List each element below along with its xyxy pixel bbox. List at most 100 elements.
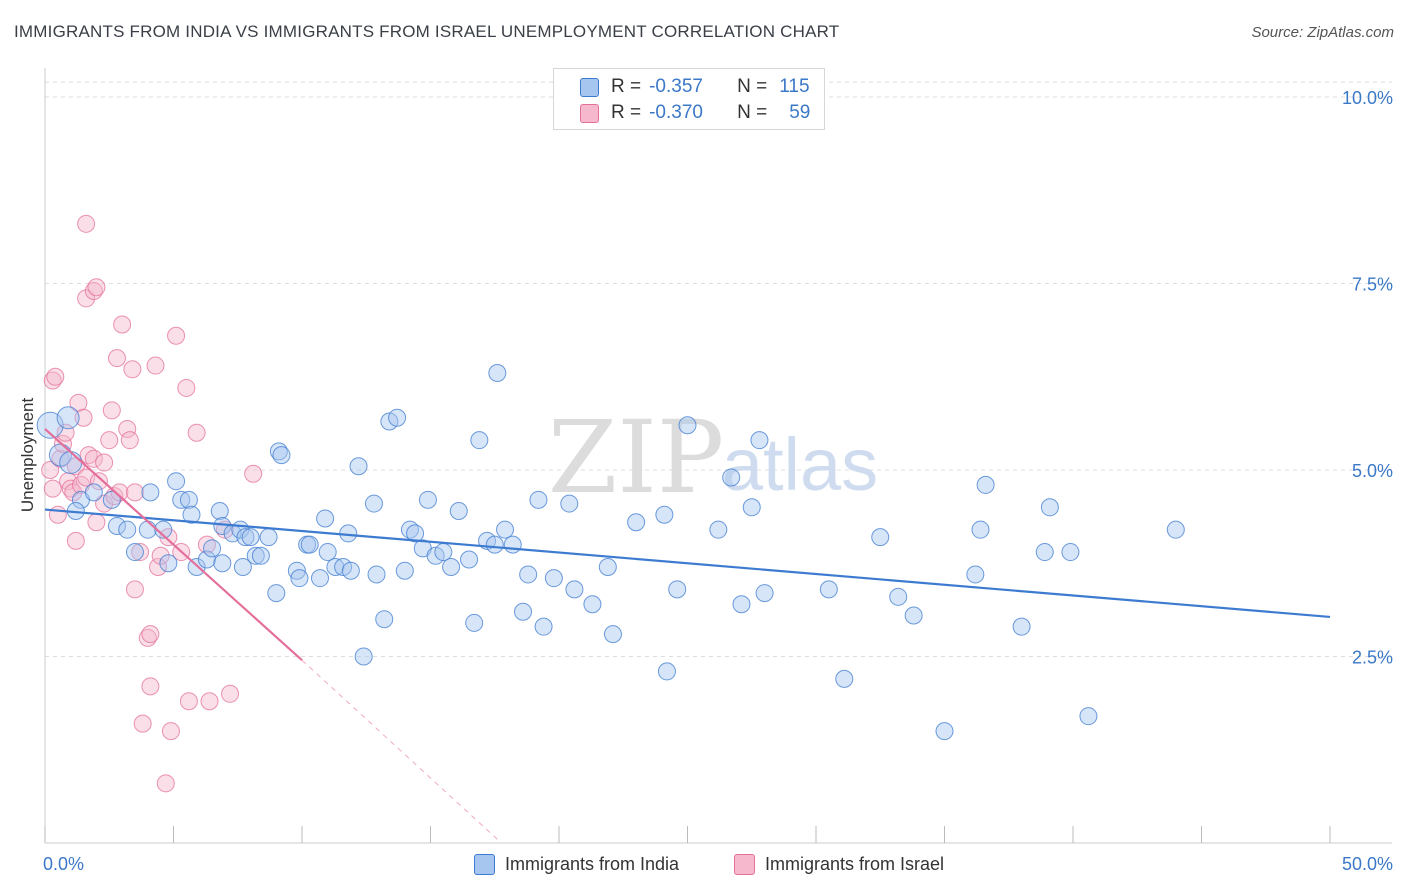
- india-point: [678, 416, 697, 435]
- india-point: [179, 490, 198, 509]
- legend-r-value: -0.370: [649, 102, 703, 123]
- israel-point: [244, 464, 263, 483]
- india-point: [1061, 543, 1080, 562]
- india-point: [349, 457, 368, 476]
- india-point: [460, 550, 479, 569]
- india-point: [125, 543, 144, 562]
- india-point: [1035, 543, 1054, 562]
- india-point: [118, 520, 137, 539]
- india-point: [442, 557, 461, 576]
- india-point: [627, 513, 646, 532]
- israel-point: [110, 483, 129, 502]
- india-point: [310, 569, 329, 588]
- india-point: [1079, 707, 1098, 726]
- india-point: [449, 502, 468, 521]
- legend-n-value: 115: [779, 76, 810, 97]
- israel-point: [43, 479, 62, 498]
- israel-point: [120, 431, 139, 450]
- watermark-zip: ZIP: [548, 399, 724, 516]
- india-point: [233, 557, 252, 576]
- india-point: [203, 539, 222, 558]
- israel-point: [146, 356, 165, 375]
- india-point: [341, 561, 360, 580]
- india-point: [318, 543, 337, 562]
- india-point: [182, 505, 201, 524]
- legend-n-label: N =: [737, 76, 768, 97]
- israel-point: [87, 513, 106, 532]
- israel-point: [133, 714, 152, 733]
- israel-point: [179, 692, 198, 711]
- y-axis-label: Unemployment: [18, 397, 37, 513]
- israel-point: [102, 401, 121, 420]
- india-point: [138, 520, 157, 539]
- x-tick-label: 50.0%: [1342, 854, 1393, 874]
- india-point: [598, 557, 617, 576]
- india-point: [976, 475, 995, 494]
- watermark-atlas: atlas: [722, 423, 878, 506]
- india-point: [287, 561, 306, 580]
- israel-point: [123, 360, 142, 379]
- axes: [44, 68, 1392, 844]
- y-tick-label: 5.0%: [1352, 461, 1393, 481]
- india-point: [59, 451, 83, 475]
- source-label: Source: ZipAtlas.com: [1251, 24, 1394, 41]
- bottom-legend-swatch-india: [474, 853, 495, 875]
- india-point: [529, 490, 548, 509]
- israel-point: [46, 367, 65, 386]
- india-point: [434, 543, 453, 562]
- watermark: ZIP atlas: [548, 399, 878, 516]
- israel-point: [41, 461, 60, 479]
- india-point: [603, 625, 622, 644]
- india-point: [904, 606, 923, 625]
- legend-n-label: N =: [737, 102, 768, 123]
- india-point: [84, 483, 103, 502]
- india-point: [655, 505, 674, 524]
- india-point: [364, 494, 383, 513]
- israel-point: [125, 580, 144, 599]
- israel-point: [200, 692, 219, 711]
- india-point: [259, 528, 278, 547]
- israel-point: [64, 483, 83, 502]
- india-point: [418, 490, 437, 509]
- india-point: [354, 647, 373, 666]
- bottom-legend-label-israel: Immigrants from Israel: [765, 853, 945, 874]
- israel-point: [141, 625, 160, 644]
- chart-title: IMMIGRANTS FROM INDIA VS IMMIGRANTS FROM…: [14, 22, 840, 41]
- india-point: [470, 431, 489, 450]
- bottom-legend-india: Immigrants from India: [474, 851, 679, 877]
- x-tick-label: 0.0%: [43, 854, 84, 874]
- india-point: [488, 364, 507, 383]
- india-point: [210, 502, 229, 521]
- israel-point: [89, 472, 108, 491]
- india-point: [565, 580, 584, 599]
- legend-row-israel: R = -0.370 N = 59: [580, 100, 810, 126]
- india-point: [267, 584, 286, 603]
- india-point: [375, 610, 394, 629]
- india-point: [395, 561, 414, 580]
- series-israel-points: [41, 214, 263, 793]
- israel-point: [221, 684, 240, 703]
- y-tick-label: 10.0%: [1342, 88, 1393, 108]
- bottom-legend-israel: Immigrants from Israel: [734, 851, 944, 877]
- india-point: [236, 528, 255, 547]
- india-point: [141, 483, 160, 502]
- legend-r-label: R =: [611, 76, 642, 97]
- india-point: [583, 595, 602, 614]
- india-point: [755, 584, 774, 603]
- israel-point: [125, 483, 144, 502]
- israel-point: [48, 505, 67, 524]
- israel-point: [84, 449, 103, 468]
- legend-swatch-israel: [580, 103, 599, 123]
- israel-point: [141, 677, 160, 696]
- israel-point: [151, 546, 170, 565]
- israel-trend-line: [44, 428, 303, 662]
- india-point: [172, 490, 191, 509]
- india-point: [496, 520, 515, 539]
- india-point: [107, 516, 126, 535]
- israel-point: [100, 431, 119, 450]
- india-point: [167, 472, 186, 491]
- india-point: [519, 565, 538, 584]
- india-point: [316, 509, 335, 528]
- india-point: [871, 528, 890, 547]
- india-point: [102, 490, 121, 509]
